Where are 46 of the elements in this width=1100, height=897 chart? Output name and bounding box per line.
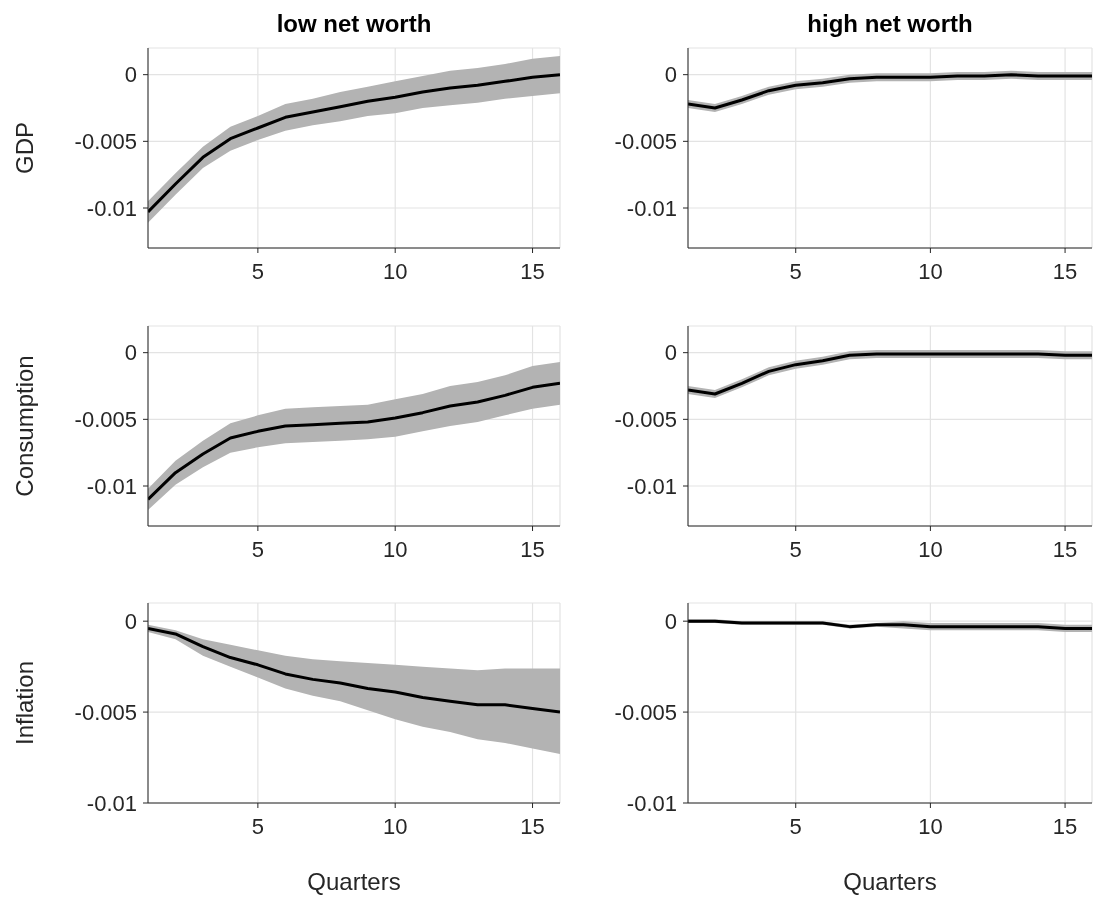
x-tick-label: 10 (918, 258, 943, 284)
y-tick-label: -0.01 (626, 195, 677, 221)
y-tick-label: -0.005 (614, 699, 677, 725)
x-tick-label: 15 (1052, 536, 1078, 562)
x-tick-label: 10 (918, 536, 943, 562)
y-tick-label: -0.01 (626, 473, 677, 499)
y-axis-title: GDP (10, 121, 38, 175)
x-tick-label: 5 (251, 258, 264, 284)
x-tick-label: 15 (520, 536, 545, 562)
y-tick-label: -0.01 (626, 790, 677, 816)
y-tick-label: -0.01 (86, 790, 137, 816)
x-tick-label: 5 (789, 813, 802, 839)
x-axis-title: Quarters (307, 868, 401, 895)
x-tick-label: 5 (251, 536, 264, 562)
line-series (148, 381, 560, 501)
y-tick-label: -0.005 (74, 407, 137, 433)
x-tick-label: 5 (789, 536, 802, 562)
line-series (148, 626, 560, 714)
y-tick-label: 0 (664, 340, 677, 366)
y-tick-label: 0 (664, 62, 677, 88)
x-tick-label: 10 (918, 813, 943, 839)
x-axis-title: Quarters (843, 868, 937, 895)
x-tick-label: 10 (382, 258, 408, 284)
y-tick-label: 0 (664, 608, 677, 634)
y-tick-label: -0.005 (74, 699, 137, 725)
y-tick-label: -0.005 (614, 407, 677, 433)
x-tick-label: 10 (382, 813, 408, 839)
y-tick-label: 0 (124, 340, 137, 366)
y-tick-label: -0.005 (74, 129, 137, 155)
y-axis-title: Inflation (10, 660, 38, 746)
x-tick-label: 5 (251, 813, 264, 839)
chart-title: low net worth (275, 10, 433, 38)
x-tick-label: 10 (382, 536, 408, 562)
y-tick-label: -0.005 (614, 129, 677, 155)
x-tick-label: 15 (520, 258, 545, 284)
y-axis-title: Consumption (10, 355, 38, 497)
y-tick-label: 0 (124, 62, 137, 88)
x-tick-label: 15 (1052, 258, 1078, 284)
chart-title: high net worth (806, 10, 974, 38)
x-tick-label: 15 (520, 813, 545, 839)
y-tick-label: -0.01 (86, 473, 137, 499)
x-tick-label: 5 (789, 258, 802, 284)
y-tick-label: -0.01 (86, 195, 137, 221)
y-tick-label: 0 (124, 608, 137, 634)
line-series (148, 73, 560, 214)
x-tick-label: 15 (1052, 813, 1078, 839)
